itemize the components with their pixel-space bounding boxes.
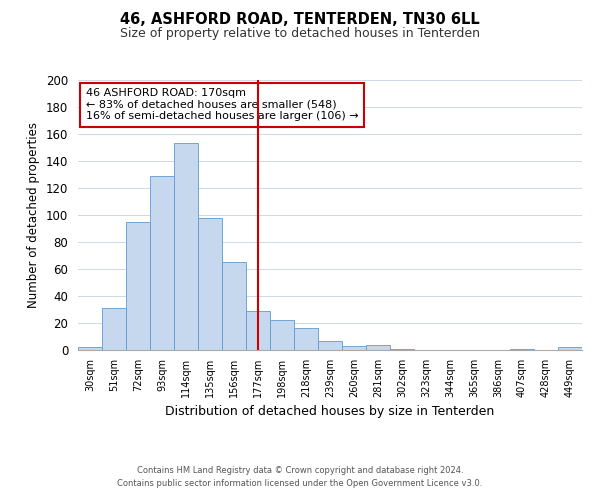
Bar	[198, 218, 222, 350]
Bar	[246, 311, 270, 350]
Y-axis label: Number of detached properties: Number of detached properties	[28, 122, 40, 308]
Bar	[150, 176, 174, 350]
Bar	[222, 262, 246, 350]
Text: 46, ASHFORD ROAD, TENTERDEN, TN30 6LL: 46, ASHFORD ROAD, TENTERDEN, TN30 6LL	[120, 12, 480, 28]
Bar	[126, 222, 150, 350]
X-axis label: Distribution of detached houses by size in Tenterden: Distribution of detached houses by size …	[166, 406, 494, 418]
Bar	[102, 308, 126, 350]
Text: 46 ASHFORD ROAD: 170sqm
← 83% of detached houses are smaller (548)
16% of semi-d: 46 ASHFORD ROAD: 170sqm ← 83% of detache…	[86, 88, 358, 122]
Text: Contains HM Land Registry data © Crown copyright and database right 2024.
Contai: Contains HM Land Registry data © Crown c…	[118, 466, 482, 487]
Bar	[510, 348, 534, 350]
Bar	[270, 320, 294, 350]
Text: Size of property relative to detached houses in Tenterden: Size of property relative to detached ho…	[120, 28, 480, 40]
Bar	[318, 340, 342, 350]
Bar	[78, 348, 102, 350]
Bar	[390, 348, 414, 350]
Bar	[366, 344, 390, 350]
Bar	[558, 348, 582, 350]
Bar	[174, 144, 198, 350]
Bar	[342, 346, 366, 350]
Bar	[294, 328, 318, 350]
